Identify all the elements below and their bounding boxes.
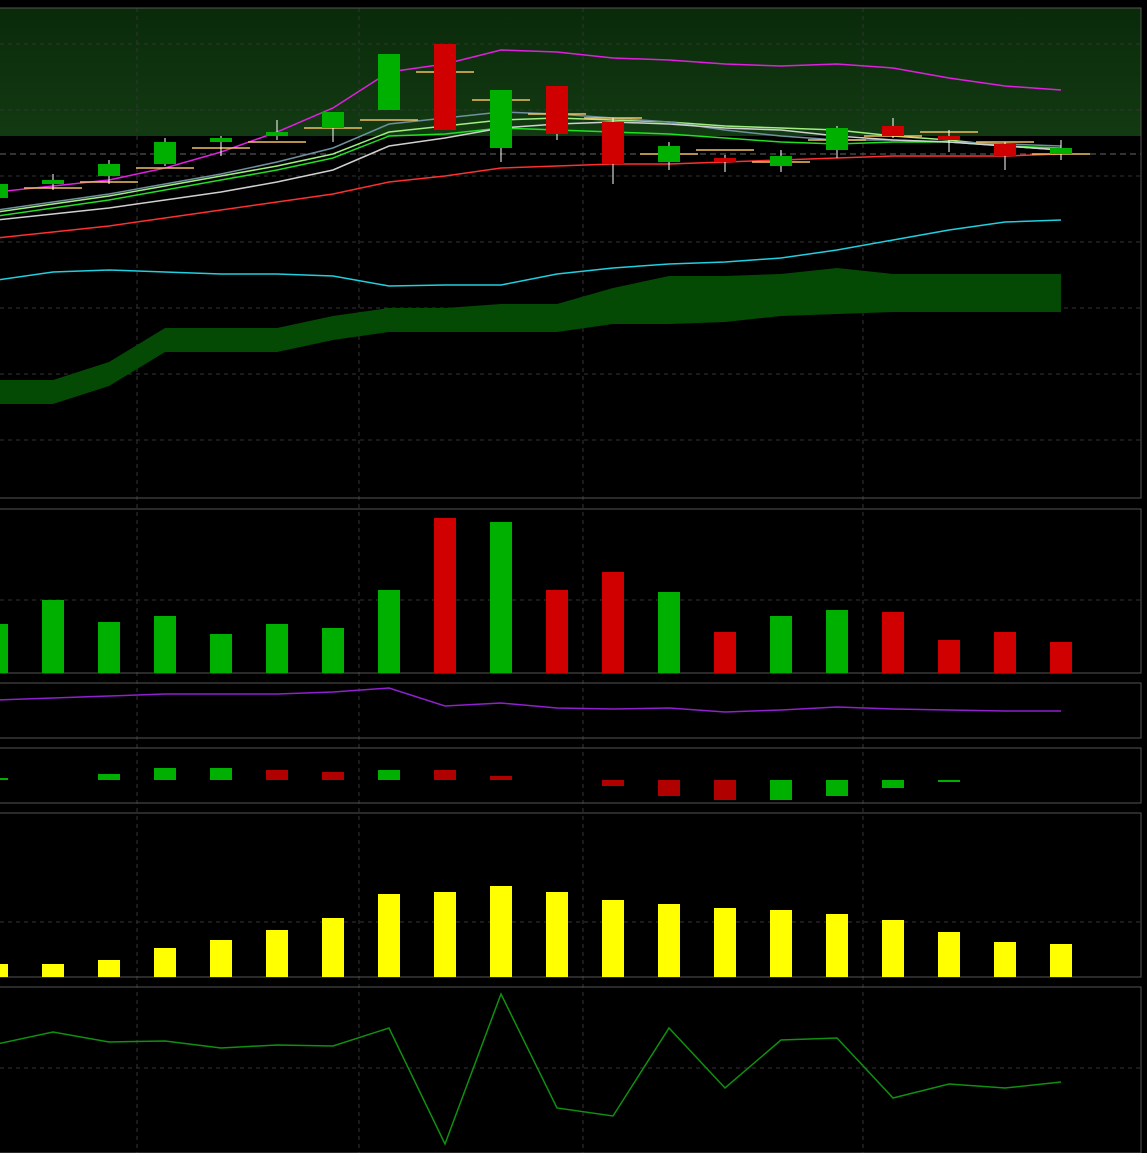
- bar: [154, 768, 176, 780]
- candle-body: [602, 122, 624, 164]
- bar: [0, 778, 8, 780]
- candle-body: [658, 146, 680, 162]
- bar: [546, 892, 568, 977]
- bar: [490, 522, 512, 673]
- bar: [826, 780, 848, 796]
- panel-frame: [0, 508, 1142, 674]
- bar: [882, 780, 904, 788]
- panel-frame: [0, 747, 1142, 804]
- bar: [378, 590, 400, 673]
- line: [0, 687, 1061, 713]
- bar: [378, 770, 400, 780]
- bar: [882, 612, 904, 673]
- bar: [266, 930, 288, 977]
- bar: [826, 914, 848, 977]
- candle-body: [210, 138, 232, 142]
- bar: [378, 894, 400, 977]
- bar: [938, 640, 960, 673]
- candle-body: [378, 54, 400, 110]
- bar: [154, 616, 176, 673]
- candle-body: [0, 184, 8, 198]
- candle-body: [546, 86, 568, 134]
- bar: [434, 518, 456, 673]
- bar: [882, 920, 904, 977]
- candle-body: [882, 126, 904, 136]
- candle-body: [714, 158, 736, 162]
- bar: [658, 904, 680, 977]
- bar: [770, 780, 792, 800]
- panel-frame: [0, 682, 1142, 739]
- bar: [938, 932, 960, 977]
- line: [0, 992, 1062, 1146]
- candle-body: [938, 136, 960, 140]
- candle-body: [322, 112, 344, 128]
- indicator-line: [0, 127, 1062, 217]
- panel-frame: [0, 986, 1142, 1153]
- indicator-line: [0, 49, 1062, 193]
- bar: [98, 774, 120, 780]
- bar: [770, 910, 792, 977]
- candle-body: [1050, 148, 1072, 154]
- bar: [322, 772, 344, 780]
- bar: [602, 572, 624, 673]
- cloud-band: [0, 268, 1061, 404]
- bar: [826, 610, 848, 673]
- bar: [658, 780, 680, 796]
- panel-frame: [0, 812, 1142, 978]
- candle-body: [770, 156, 792, 166]
- candle-body: [266, 132, 288, 136]
- bar: [210, 940, 232, 977]
- bar: [490, 776, 512, 780]
- zone-shade: [0, 8, 1141, 136]
- bar: [266, 770, 288, 780]
- bar: [322, 918, 344, 977]
- indicator-line: [0, 219, 1062, 287]
- candle-body: [826, 128, 848, 150]
- bar: [490, 886, 512, 977]
- bar: [266, 624, 288, 673]
- bar: [42, 600, 64, 673]
- bar: [770, 616, 792, 673]
- indicator-line: [0, 153, 1062, 239]
- bar: [98, 960, 120, 977]
- candle-body: [98, 164, 120, 176]
- bar: [434, 770, 456, 780]
- bar: [658, 592, 680, 673]
- vertical-grid: [136, 8, 864, 1153]
- bar: [994, 632, 1016, 673]
- bar: [0, 964, 8, 977]
- bar: [210, 634, 232, 673]
- panel-frame: [0, 7, 1142, 499]
- bar: [1050, 944, 1072, 977]
- bar: [714, 632, 736, 673]
- candle-body: [490, 90, 512, 148]
- indicator-line: [0, 121, 1062, 221]
- bar: [938, 780, 960, 782]
- bar: [602, 900, 624, 977]
- candle-body: [994, 144, 1016, 156]
- candle-body: [42, 180, 64, 184]
- candle-body: [154, 142, 176, 164]
- bar: [1050, 642, 1072, 673]
- bar: [994, 942, 1016, 977]
- bar: [714, 780, 736, 800]
- bar: [154, 948, 176, 977]
- candle-body: [434, 44, 456, 130]
- bar: [546, 590, 568, 673]
- bar: [322, 628, 344, 673]
- bar: [42, 964, 64, 977]
- bar: [602, 780, 624, 786]
- bar: [434, 892, 456, 977]
- bar: [0, 624, 8, 673]
- bar: [714, 908, 736, 977]
- bar: [210, 768, 232, 780]
- bar: [98, 622, 120, 673]
